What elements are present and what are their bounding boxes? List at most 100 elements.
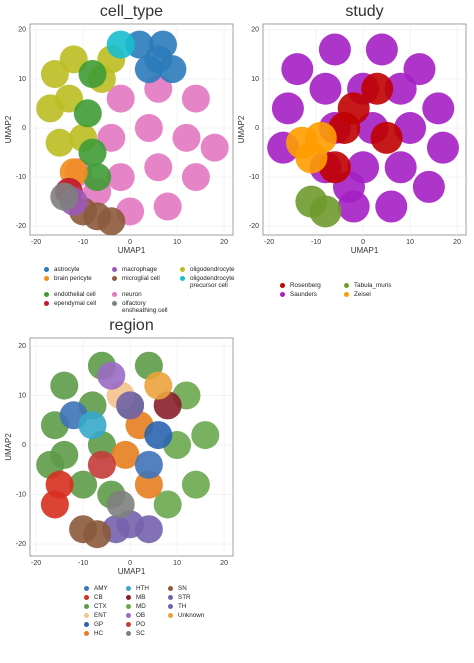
legend-label: CB [94,594,103,601]
legend-label: neuron [122,291,142,298]
point [191,421,220,450]
legend-label: oligodendrocyte precursor cell [190,275,235,289]
legend-marker [344,283,349,288]
x-tick-label: -20 [31,560,41,567]
point [134,470,163,499]
y-tick-label: 20 [18,343,26,350]
legend-marker [44,292,49,297]
point [45,128,74,157]
point [78,411,107,440]
legend-label: Unknown [178,612,205,619]
legend-marker [126,595,131,600]
x-tick-label: 10 [173,239,181,246]
y-tick-label: 0 [22,442,26,449]
legend-marker [344,292,349,297]
legend-item: CTX [84,603,122,610]
legend-label: SN [178,585,187,592]
legend-item: CB [84,594,122,601]
chart-title: region [109,317,153,334]
x-axis-label: UMAP1 [351,246,379,255]
legend-item: STR [168,594,206,601]
legend-item: SC [126,630,164,637]
y-tick-label: -10 [16,491,26,498]
legend-item: TH [168,603,206,610]
legend-marker [168,586,173,591]
legend-label: MB [136,594,146,601]
legend-item: Rosenberg [280,282,340,289]
y-tick-label: -10 [16,174,26,181]
x-tick-label: -10 [78,560,88,567]
x-tick-label: 0 [361,239,365,246]
y-tick-label: 10 [18,76,26,83]
legend-marker [112,276,117,281]
y-axis-label: UMAP2 [4,115,13,143]
point [97,207,126,235]
point [153,490,182,519]
y-tick-label: -20 [16,541,26,548]
x-axis-label: UMAP1 [118,246,146,255]
legend-item: brain pericyte [44,275,108,289]
point [144,421,173,450]
legend-item: olfactory ensheathing cell [112,300,176,314]
point [384,151,417,184]
point [97,123,126,152]
point [412,170,445,203]
point [45,470,74,499]
legend-label: AMY [94,585,108,592]
legend-item: oligodendrocyte [180,266,244,273]
point [134,114,163,143]
y-tick-label: 20 [251,27,259,34]
legend-label: CTX [94,603,107,610]
legend-item: PO [126,621,164,628]
legend-item: neuron [112,291,176,298]
x-tick-label: -10 [78,239,88,246]
legend-marker [280,283,285,288]
legend-marker [44,276,49,281]
point [337,92,370,125]
point [116,391,145,420]
legend-item: Unknown [168,612,206,619]
x-tick-label: -20 [264,239,274,246]
legend-item: ependymal cell [44,300,108,314]
legend-label: STR [178,594,191,601]
legend-marker [84,622,89,627]
points [36,351,220,549]
legend-marker [44,267,49,272]
legend-marker [126,604,131,609]
y-tick-label: -20 [16,223,26,230]
legend-marker [180,267,185,272]
x-tick-label: 10 [406,239,414,246]
point [370,121,403,154]
legend: Rosenberg Saunders Tabula_muris Zeisel [280,282,404,298]
point [97,361,126,390]
point [361,72,394,105]
legend-label: OB [136,612,146,619]
legend-marker [84,586,89,591]
legend-marker [84,595,89,600]
legend-label: ENT [94,612,107,619]
legend: astrocyte brain pericyte endothelial cell e… [44,266,244,314]
legend-label: macrophage [122,266,158,273]
y-tick-label: 20 [18,27,26,34]
legend-label: brain pericyte [54,275,92,282]
point [375,190,408,223]
legend-marker [126,631,131,636]
legend-label: TH [178,603,187,610]
x-tick-label: 20 [220,560,228,567]
legend-marker [280,292,285,297]
y-tick-label: 10 [251,76,259,83]
legend-marker [180,276,185,281]
legend-item: Saunders [280,291,340,298]
point [134,450,163,479]
point [181,84,210,113]
point [422,92,455,125]
legend-label: microglial cell [122,275,160,282]
point [200,133,229,162]
point [73,99,102,128]
point [384,72,417,105]
legend-marker [168,604,173,609]
point [144,371,173,400]
point [309,195,342,228]
